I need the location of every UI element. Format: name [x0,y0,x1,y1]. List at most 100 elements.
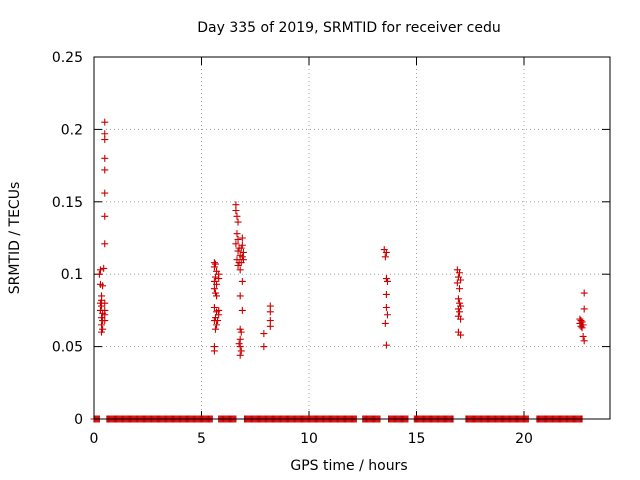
data-point [238,277,246,285]
data-point [215,275,223,283]
y-tick-label: 0.25 [52,50,83,66]
data-point [236,292,244,300]
data-point [233,212,241,220]
data-point [456,269,463,277]
data-point [238,253,246,261]
data-point [457,276,465,284]
data-point [580,289,588,297]
data-point [237,328,245,336]
data-point [210,304,218,312]
data-point [95,270,103,278]
data-point [456,299,463,307]
data-point [383,311,391,319]
data-point [266,308,274,316]
grid-lines [94,57,610,419]
data-point [580,337,588,345]
data-point [211,260,219,268]
data-point [383,277,391,285]
axis-ticks: 0 0.05 0.1 0.15 0.2 0.25 0 5 10 15 20 [52,50,610,447]
data-point [237,244,245,252]
data-point [237,347,245,355]
data-point [382,304,390,312]
data-point [454,295,462,303]
data-point [215,311,223,319]
data-point [457,331,465,339]
data-point [101,299,109,307]
data-point [98,328,106,336]
data-point [232,206,240,214]
data-point [213,280,221,288]
data-point [210,263,218,271]
data-point [382,341,390,349]
data-point [456,308,463,316]
data-point [98,302,106,310]
data-point [236,343,244,351]
data-point [381,319,389,327]
y-tick-label: 0.05 [52,340,83,356]
data-point [101,189,109,197]
data-point [236,266,244,274]
y-tick-label: 0.15 [52,195,83,211]
data-point [101,240,109,248]
data-point [99,325,107,333]
data-point [260,330,268,338]
y-tick-label: 0.2 [61,122,83,138]
data-point [234,262,242,270]
data-point [100,264,108,272]
data-point [101,166,109,174]
data-point [98,321,106,329]
data-point [234,218,242,226]
y-tick-label: 0 [74,412,83,428]
data-point [454,305,462,313]
data-point [381,253,389,261]
x-tick-label: 15 [408,431,426,447]
data-point [238,306,246,314]
data-point [236,351,244,359]
data-point [98,314,106,322]
x-tick-label: 20 [515,431,533,447]
data-point [239,248,247,256]
data-point [99,282,107,290]
data-point [210,285,218,293]
data-point [101,118,109,126]
data-point [211,325,219,333]
x-tick-label: 10 [300,431,318,447]
data-point [576,319,584,327]
data-point [214,317,222,325]
data-point [232,240,240,248]
data-point [382,275,390,283]
data-point [580,305,588,313]
y-axis-label: SRMTID / TECUs [7,182,23,295]
data-point [234,247,242,255]
data-point [235,340,243,348]
data-point [211,289,219,297]
data-point [266,322,274,330]
data-point [577,322,585,330]
data-point [101,317,109,325]
data-point [260,343,268,351]
data-point [211,273,219,281]
data-point [237,259,245,267]
data-point [453,279,461,287]
x-tick-label: 0 [90,431,99,447]
plot-frame [93,56,611,420]
data-point [234,235,242,243]
data-point [578,324,586,332]
data-point [236,325,244,333]
data-point [382,290,390,298]
data-point [382,248,390,256]
data-point [456,285,463,293]
data-point [238,234,246,242]
chart-title: Day 335 of 2019, SRMTID for receiver ced… [197,20,500,36]
data-point [238,241,246,249]
data-point [101,154,109,162]
data-point [236,335,244,343]
data-points [90,118,588,423]
data-point [233,230,241,238]
data-point [213,321,221,329]
data-point [210,347,218,355]
x-tick-label: 5 [197,431,206,447]
data-point [101,136,109,144]
data-point [96,266,104,274]
